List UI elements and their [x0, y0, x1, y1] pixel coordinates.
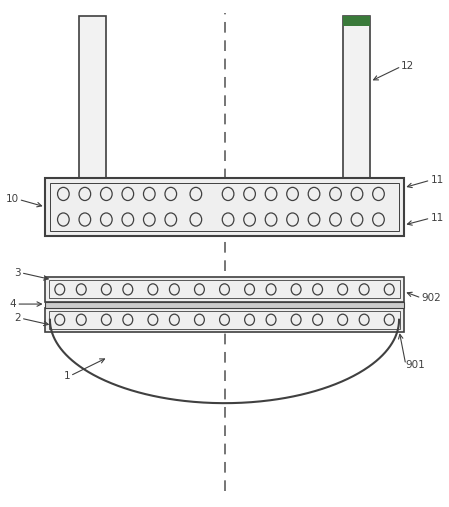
Bar: [50, 183, 399, 231]
Text: 4: 4: [10, 299, 16, 309]
Bar: [343, 16, 370, 26]
Text: 901: 901: [406, 360, 426, 370]
Bar: [48, 280, 401, 299]
Text: 10: 10: [5, 194, 18, 204]
Bar: [45, 177, 404, 236]
Text: 12: 12: [401, 61, 414, 71]
Bar: [45, 308, 404, 332]
Text: 3: 3: [14, 268, 21, 278]
Text: 2: 2: [14, 313, 21, 323]
Bar: [79, 16, 106, 177]
Text: 1: 1: [63, 371, 70, 381]
Text: 11: 11: [431, 175, 444, 185]
Text: 902: 902: [422, 293, 441, 303]
Text: 11: 11: [431, 213, 444, 223]
Bar: [343, 16, 370, 177]
Bar: [45, 302, 404, 308]
Bar: [48, 311, 401, 329]
Bar: [45, 277, 404, 302]
